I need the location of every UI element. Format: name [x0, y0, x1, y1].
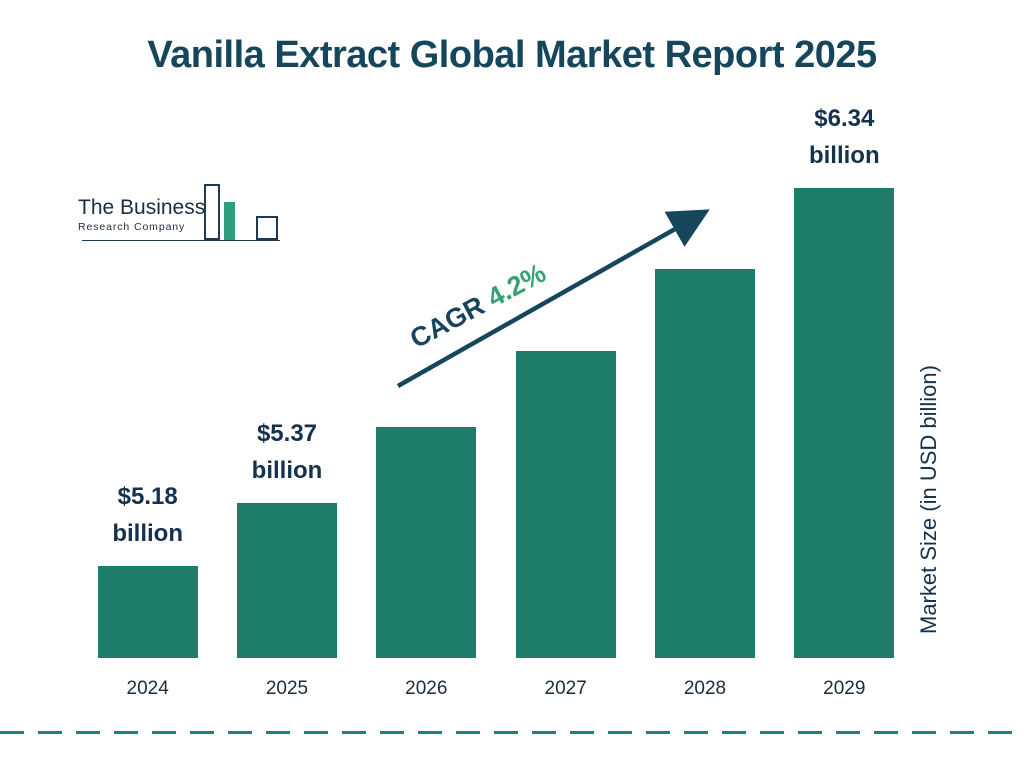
bar [515, 351, 616, 658]
bar-chart: $5.18 billion 2024 $5.37 billion 2025 2026 2027… [78, 100, 914, 700]
bar-slot: $6.34 billion 2029 [775, 100, 914, 700]
bar [236, 503, 337, 658]
logo-bar-outline-short [256, 216, 278, 240]
x-axis-tick: 2026 [405, 678, 448, 699]
logo: The Business Research Company [78, 182, 288, 244]
y-axis-label: Market Size (in USD billion) [916, 365, 941, 635]
bar [376, 427, 477, 658]
bar-slot: 2028 [635, 100, 774, 700]
logo-bar-chart-icon [204, 182, 284, 240]
x-axis-tick: 2027 [544, 678, 587, 699]
logo-text-secondary: Research Company [78, 221, 186, 234]
bar [794, 188, 895, 659]
x-axis-tick: 2028 [683, 678, 727, 699]
bar-value-label: $6.34 billion [808, 105, 880, 170]
x-axis-tick: 2024 [126, 678, 169, 699]
logo-bar-green [224, 202, 235, 240]
bottom-dashed-line [0, 731, 1024, 734]
bar-value-label: $5.18 billion [112, 482, 183, 547]
logo-text-primary: The Business [78, 196, 206, 219]
x-axis-tick: 2029 [823, 678, 866, 699]
bar-value-label: $5.37 billion [251, 419, 323, 484]
logo-underline [82, 240, 280, 241]
bar [654, 269, 755, 658]
bar-slot: 2026 [357, 100, 496, 700]
bar-slot: $5.37 billion 2025 [217, 100, 356, 700]
x-axis-tick: 2025 [265, 678, 309, 699]
bar-slot: $5.18 billion 2024 [78, 100, 217, 700]
bar [97, 566, 198, 658]
bar-slot: 2027 [496, 100, 635, 700]
logo-bar-outline-tall [204, 184, 220, 240]
page-title: Vanilla Extract Global Market Report 202… [147, 34, 877, 76]
